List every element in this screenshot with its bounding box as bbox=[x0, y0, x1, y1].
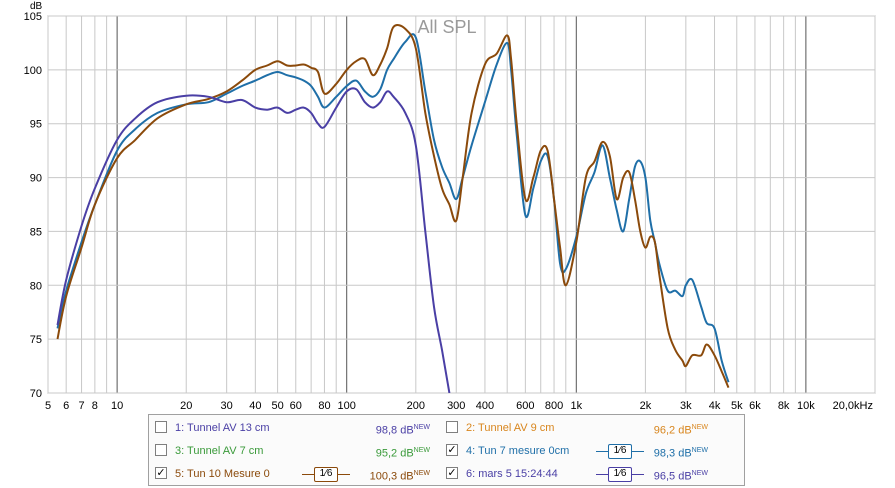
x-tick-label: 80 bbox=[318, 400, 330, 412]
y-tick-label: 75 bbox=[30, 334, 42, 346]
x-tick-label: 7 bbox=[78, 400, 84, 412]
legend-item-5: ✓ 5: Tun 10 Mesure 0 1⁄6 100,3 dBNEW bbox=[155, 464, 445, 484]
smoothing-button-4[interactable]: 1⁄6 bbox=[596, 442, 644, 460]
legend-label-2: 2: Tunnel AV 9 cm bbox=[466, 422, 555, 434]
legend-value-6: 96,5 dBNEW bbox=[653, 470, 708, 483]
legend-item-3: 3: Tunnel AV 7 cm 95,2 dBNEW bbox=[155, 441, 445, 461]
y-tick-label: 100 bbox=[24, 65, 42, 77]
x-tick-label: 200 bbox=[407, 400, 425, 412]
x-tick-label: 2k bbox=[640, 400, 652, 412]
y-tick-label: 70 bbox=[30, 388, 42, 400]
chart-title: All SPL bbox=[417, 17, 476, 37]
x-tick-label: 800 bbox=[545, 400, 563, 412]
x-tick-label: 20,0kHz bbox=[833, 400, 873, 412]
y-tick-label: 90 bbox=[30, 173, 42, 185]
legend-checkbox-5[interactable]: ✓ bbox=[155, 467, 167, 479]
legend-checkbox-4[interactable]: ✓ bbox=[446, 444, 458, 456]
x-tick-label: 5k bbox=[731, 400, 743, 412]
y-tick-labels: 70 75 80 85 90 95 100 105 bbox=[24, 11, 42, 400]
series-lines bbox=[56, 24, 730, 393]
x-tick-labels: 5 6 7 8 10 20 30 40 50 60 80 100 200 300 400 600 800 1k 2k… bbox=[45, 400, 873, 412]
smoothing-button-6[interactable]: 1⁄6 bbox=[596, 465, 644, 483]
x-tick-label: 1k bbox=[570, 400, 582, 412]
x-tick-label: 40 bbox=[249, 400, 261, 412]
legend-value-3: 95,2 dBNEW bbox=[375, 447, 430, 460]
legend-value-4: 98,3 dBNEW bbox=[653, 447, 708, 460]
x-tick-label: 300 bbox=[447, 400, 465, 412]
legend-checkbox-6[interactable]: ✓ bbox=[446, 467, 458, 479]
legend-checkbox-3[interactable] bbox=[155, 444, 167, 456]
x-tick-label: 5 bbox=[45, 400, 51, 412]
x-tick-label: 8k bbox=[778, 400, 790, 412]
legend-label-1: 1: Tunnel AV 13 cm bbox=[175, 422, 270, 434]
x-tick-label: 600 bbox=[516, 400, 534, 412]
grid bbox=[47, 15, 876, 394]
x-tick-label: 20 bbox=[180, 400, 192, 412]
x-tick-label: 60 bbox=[290, 400, 302, 412]
legend-checkbox-2[interactable] bbox=[446, 421, 458, 433]
legend-item-4: ✓ 4: Tun 7 mesure 0cm 1⁄6 98,3 dBNEW bbox=[446, 441, 736, 461]
legend-item-2: 2: Tunnel AV 9 cm 96,2 dBNEW bbox=[446, 418, 736, 438]
x-tick-label: 8 bbox=[92, 400, 98, 412]
y-tick-label: 85 bbox=[30, 226, 42, 238]
legend-label-4: 4: Tun 7 mesure 0cm bbox=[466, 445, 570, 457]
legend-label-6: 6: mars 5 15:24:44 bbox=[466, 468, 558, 480]
legend-checkbox-1[interactable] bbox=[155, 421, 167, 433]
legend-value-1: 98,8 dBNEW bbox=[375, 424, 430, 437]
series-line-4 bbox=[56, 33, 730, 383]
x-tick-label: 6k bbox=[749, 400, 761, 412]
series-line-5 bbox=[56, 24, 730, 389]
x-tick-label: 50 bbox=[271, 400, 283, 412]
legend-item-1: 1: Tunnel AV 13 cm 98,8 dBNEW bbox=[155, 418, 445, 438]
x-tick-label: 30 bbox=[221, 400, 233, 412]
x-tick-label: 6 bbox=[63, 400, 69, 412]
x-tick-label: 3k bbox=[680, 400, 692, 412]
legend-label-3: 3: Tunnel AV 7 cm bbox=[175, 445, 264, 457]
legend-value-2: 96,2 dBNEW bbox=[653, 424, 708, 437]
legend-item-6: ✓ 6: mars 5 15:24:44 1⁄6 96,5 dBNEW bbox=[446, 464, 736, 484]
x-tick-label: 100 bbox=[338, 400, 356, 412]
y-tick-label: 95 bbox=[30, 119, 42, 131]
spl-chart: 70 75 80 85 90 95 100 105 5 6 7 8 10 20 30 40 50 60 80 100… bbox=[24, 1, 876, 412]
x-tick-label: 400 bbox=[476, 400, 494, 412]
y-axis-unit: dB bbox=[30, 1, 43, 12]
x-tick-label: 10 bbox=[111, 400, 123, 412]
legend-label-5: 5: Tun 10 Mesure 0 bbox=[175, 468, 270, 480]
legend-value-5: 100,3 dBNEW bbox=[369, 470, 430, 483]
x-tick-label: 10k bbox=[797, 400, 815, 412]
x-tick-label: 4k bbox=[709, 400, 721, 412]
y-tick-label: 80 bbox=[30, 280, 42, 292]
y-tick-label: 105 bbox=[24, 11, 42, 23]
legend: 1: Tunnel AV 13 cm 98,8 dBNEW 2: Tunnel … bbox=[148, 414, 745, 486]
smoothing-button-5[interactable]: 1⁄6 bbox=[302, 465, 350, 483]
series-line-6 bbox=[56, 87, 451, 393]
plot-area bbox=[47, 15, 876, 394]
